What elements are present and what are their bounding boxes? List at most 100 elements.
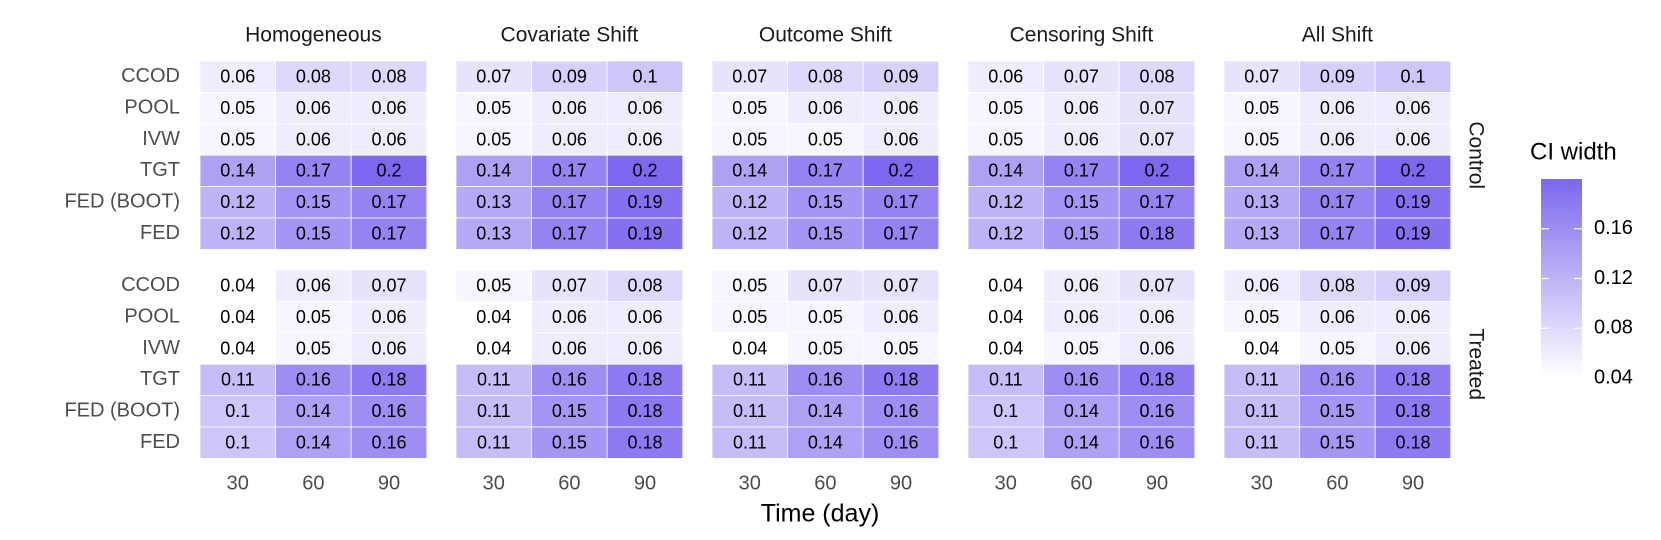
cell-label: 0.11 bbox=[733, 401, 767, 421]
cell-label: 0.07 bbox=[1139, 275, 1174, 295]
heatmap-cell bbox=[1374, 332, 1452, 365]
heatmap-cell bbox=[1223, 154, 1300, 187]
heatmap-cell bbox=[1043, 60, 1120, 93]
heatmap-cell bbox=[531, 300, 608, 334]
heatmap-cell bbox=[606, 60, 684, 93]
heatmap-cell bbox=[606, 426, 684, 459]
cell-label: 0.09 bbox=[552, 66, 587, 86]
cell-label: 0.06 bbox=[808, 98, 843, 118]
cell-label: 0.12 bbox=[220, 223, 255, 243]
y-tick-label: FED (BOOT) bbox=[64, 400, 180, 422]
heatmap-cell bbox=[531, 395, 608, 428]
cell-label: 0.06 bbox=[296, 98, 331, 118]
cell-label: 0.15 bbox=[552, 401, 587, 421]
legend-title: CI width bbox=[1530, 138, 1617, 165]
cell-label: 0.16 bbox=[1139, 401, 1174, 421]
cell-label: 0.04 bbox=[988, 307, 1023, 327]
cell-label: 0.19 bbox=[1395, 192, 1430, 212]
heatmap-cell bbox=[1223, 217, 1300, 250]
heatmap-cell bbox=[455, 92, 532, 125]
cell-label: 0.16 bbox=[1139, 432, 1174, 452]
heatmap-cell bbox=[199, 363, 276, 397]
cell-label: 0.06 bbox=[220, 66, 255, 86]
cell-label: 0.14 bbox=[808, 432, 843, 452]
cell-label: 0.06 bbox=[1064, 307, 1099, 327]
cell-label: 0.06 bbox=[296, 275, 331, 295]
heatmap-cell bbox=[199, 395, 276, 428]
cell-label: 0.17 bbox=[296, 161, 331, 181]
cell-label: 0.2 bbox=[888, 161, 913, 181]
cell-label: 0.17 bbox=[1064, 161, 1099, 181]
cell-label: 0.08 bbox=[627, 275, 662, 295]
cell-label: 0.17 bbox=[552, 192, 587, 212]
y-tick-label: IVW bbox=[142, 337, 180, 359]
facet-row-label: Treated bbox=[1464, 328, 1487, 400]
cell-label: 0.16 bbox=[371, 401, 406, 421]
heatmap-cell bbox=[1299, 60, 1376, 93]
cell-label: 0.14 bbox=[220, 161, 255, 181]
cell-label: 0.12 bbox=[988, 192, 1023, 212]
cell-label: 0.05 bbox=[732, 307, 767, 327]
colorbar-tick-label: 0.16 bbox=[1594, 217, 1633, 239]
cell-label: 0.05 bbox=[220, 129, 255, 149]
x-tick-label: 30 bbox=[739, 472, 761, 494]
heatmap-cell bbox=[350, 60, 428, 93]
heatmap-cell bbox=[787, 269, 864, 302]
cell-label: 0.17 bbox=[552, 161, 587, 181]
heatmap-cell bbox=[275, 300, 352, 334]
cell-label: 0.17 bbox=[808, 161, 843, 181]
x-tick-label: 60 bbox=[558, 472, 580, 494]
cell-label: 0.04 bbox=[988, 275, 1023, 295]
heatmap-cell bbox=[862, 269, 940, 302]
cell-label: 0.15 bbox=[296, 192, 331, 212]
heatmap-cell bbox=[455, 154, 532, 187]
heatmap-cell bbox=[1118, 363, 1196, 397]
heatmap-cell bbox=[1223, 395, 1300, 428]
heatmap-cell bbox=[1118, 217, 1196, 250]
cell-label: 0.07 bbox=[1064, 66, 1099, 86]
heatmap-cell bbox=[455, 217, 532, 250]
heatmap-cell bbox=[199, 217, 276, 250]
heatmap-cell bbox=[1043, 332, 1120, 365]
cell-label: 0.18 bbox=[1139, 223, 1174, 243]
heatmap-cell bbox=[199, 60, 276, 93]
heatmap-cell bbox=[967, 363, 1044, 397]
cell-label: 0.15 bbox=[296, 223, 331, 243]
cell-label: 0.06 bbox=[1395, 98, 1430, 118]
y-tick-label: TGT bbox=[140, 159, 180, 181]
cell-label: 0.17 bbox=[1320, 192, 1355, 212]
cell-label: 0.16 bbox=[552, 370, 587, 390]
cell-label: 0.18 bbox=[627, 370, 662, 390]
cell-label: 0.06 bbox=[883, 129, 918, 149]
heatmap-cell bbox=[606, 123, 684, 156]
heatmap-cell bbox=[711, 186, 788, 219]
heatmap-cell bbox=[967, 269, 1044, 302]
heatmap-cell bbox=[199, 332, 276, 365]
cell-label: 0.07 bbox=[552, 275, 587, 295]
cell-label: 0.05 bbox=[808, 338, 843, 358]
cell-label: 0.06 bbox=[371, 129, 406, 149]
cell-label: 0.07 bbox=[1139, 129, 1174, 149]
cell-label: 0.17 bbox=[1320, 161, 1355, 181]
cell-label: 0.04 bbox=[732, 338, 767, 358]
cell-label: 0.15 bbox=[808, 192, 843, 212]
cell-label: 0.04 bbox=[1244, 338, 1279, 358]
heatmap-cell bbox=[1043, 426, 1120, 459]
heatmap-cell bbox=[531, 269, 608, 302]
y-tick-label: FED bbox=[140, 222, 180, 244]
cell-label: 0.12 bbox=[732, 192, 767, 212]
cell-label: 0.07 bbox=[1244, 66, 1279, 86]
heatmap-cell bbox=[455, 60, 532, 93]
heatmap-cell bbox=[1374, 217, 1452, 250]
y-tick-label: TGT bbox=[140, 368, 180, 390]
heatmap-cell bbox=[275, 186, 352, 219]
cell-label: 0.11 bbox=[989, 370, 1023, 390]
cell-label: 0.06 bbox=[988, 66, 1023, 86]
x-axis-label: Time (day) bbox=[761, 500, 880, 528]
heatmap-cell bbox=[862, 395, 940, 428]
cell-label: 0.15 bbox=[1320, 401, 1355, 421]
heatmap-cell bbox=[606, 92, 684, 125]
heatmap-cell bbox=[455, 332, 532, 365]
x-tick-label: 60 bbox=[1326, 472, 1348, 494]
cell-label: 0.04 bbox=[476, 307, 511, 327]
